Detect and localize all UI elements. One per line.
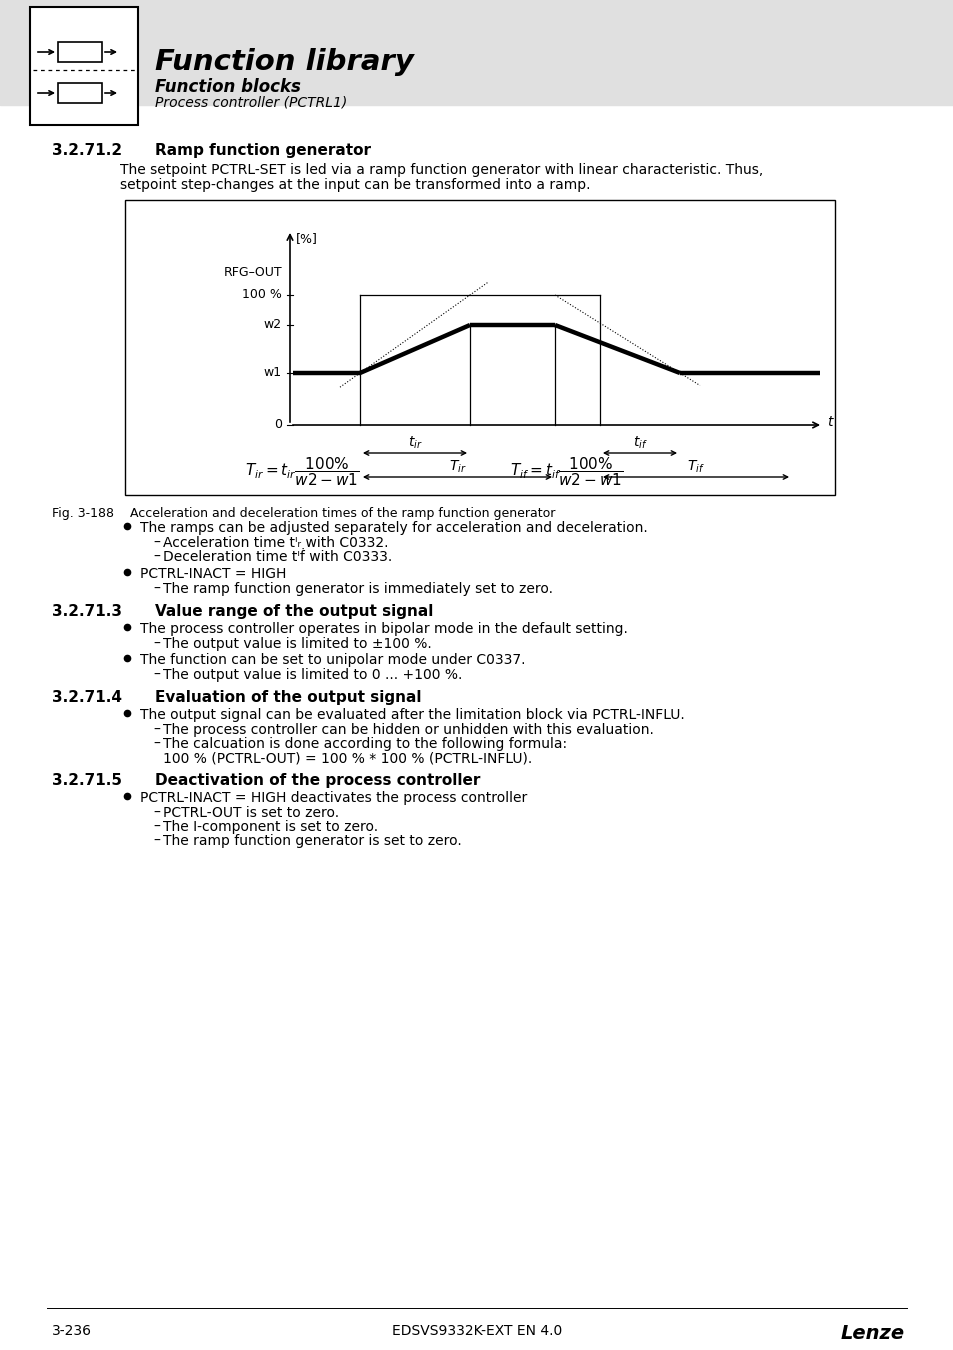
Text: 0: 0: [274, 418, 282, 432]
Text: w2: w2: [264, 319, 282, 332]
Text: w1: w1: [264, 366, 282, 379]
Text: Acceleration and deceleration times of the ramp function generator: Acceleration and deceleration times of t…: [130, 508, 555, 520]
Text: The setpoint PCTRL-SET is led via a ramp function generator with linear characte: The setpoint PCTRL-SET is led via a ramp…: [120, 163, 762, 177]
Text: Acceleration time tᴵᵣ with C0332.: Acceleration time tᴵᵣ with C0332.: [163, 536, 388, 549]
Text: The ramp function generator is set to zero.: The ramp function generator is set to ze…: [163, 834, 461, 848]
Text: 3.2.71.2: 3.2.71.2: [52, 143, 122, 158]
Text: 3.2.71.5: 3.2.71.5: [52, 774, 122, 788]
Text: The output signal can be evaluated after the limitation block via PCTRL-INFLU.: The output signal can be evaluated after…: [140, 707, 684, 722]
Text: The calcuation is done according to the following formula:: The calcuation is done according to the …: [163, 737, 566, 751]
Text: The I-component is set to zero.: The I-component is set to zero.: [163, 819, 377, 834]
Text: 100 %: 100 %: [242, 289, 282, 301]
Text: –: –: [152, 819, 160, 834]
Text: Value range of the output signal: Value range of the output signal: [154, 603, 433, 620]
Text: –: –: [152, 834, 160, 848]
Bar: [125, 200, 834, 495]
Text: Function blocks: Function blocks: [154, 78, 300, 96]
Text: The ramp function generator is immediately set to zero.: The ramp function generator is immediate…: [163, 582, 553, 595]
Bar: [0, 0, 953, 105]
Text: The ramps can be adjusted separately for acceleration and deceleration.: The ramps can be adjusted separately for…: [140, 521, 647, 535]
Text: Deceleration time tᴵḟ with C0333.: Deceleration time tᴵḟ with C0333.: [163, 549, 392, 564]
Text: The output value is limited to 0 ... +100 %.: The output value is limited to 0 ... +10…: [163, 668, 462, 682]
Text: $T_{ir} = t_{ir}\dfrac{100\%}{w2 - w1}$: $T_{ir} = t_{ir}\dfrac{100\%}{w2 - w1}$: [245, 455, 359, 487]
Text: $T_{if}$: $T_{if}$: [686, 459, 704, 475]
Bar: [58, 82, 102, 103]
Text: The output value is limited to ±100 %.: The output value is limited to ±100 %.: [163, 637, 432, 651]
Text: 100 % (PCTRL-OUT) = 100 % * 100 % (PCTRL-INFLU).: 100 % (PCTRL-OUT) = 100 % * 100 % (PCTRL…: [163, 751, 532, 765]
Text: –: –: [152, 536, 160, 549]
Text: t: t: [826, 414, 832, 429]
Text: $T_{if} = t_{if}\dfrac{100\%}{w2 - w1}$: $T_{if} = t_{if}\dfrac{100\%}{w2 - w1}$: [510, 455, 622, 487]
Text: The function can be set to unipolar mode under C0337.: The function can be set to unipolar mode…: [140, 653, 525, 667]
Bar: [30, 7, 138, 126]
Text: Ramp function generator: Ramp function generator: [154, 143, 371, 158]
Text: Process controller (PCTRL1): Process controller (PCTRL1): [154, 96, 347, 109]
Text: –: –: [152, 637, 160, 651]
Text: –: –: [152, 806, 160, 819]
Text: PCTRL-INACT = HIGH: PCTRL-INACT = HIGH: [140, 567, 286, 580]
Text: –: –: [152, 724, 160, 737]
Text: –: –: [152, 582, 160, 595]
Text: RFG–OUT: RFG–OUT: [223, 266, 282, 279]
Text: 3.2.71.4: 3.2.71.4: [52, 690, 122, 705]
Text: PCTRL-OUT is set to zero.: PCTRL-OUT is set to zero.: [163, 806, 338, 819]
Text: The process controller can be hidden or unhidden with this evaluation.: The process controller can be hidden or …: [163, 724, 653, 737]
Text: $t_{ir}$: $t_{ir}$: [407, 435, 422, 451]
Text: $T_{ir}$: $T_{ir}$: [448, 459, 466, 475]
Text: The process controller operates in bipolar mode in the default setting.: The process controller operates in bipol…: [140, 622, 627, 636]
Text: PCTRL-INACT = HIGH deactivates the process controller: PCTRL-INACT = HIGH deactivates the proce…: [140, 791, 527, 805]
Text: Evaluation of the output signal: Evaluation of the output signal: [154, 690, 421, 705]
Text: EDSVS9332K-EXT EN 4.0: EDSVS9332K-EXT EN 4.0: [392, 1324, 561, 1338]
Text: –: –: [152, 668, 160, 682]
Bar: [58, 42, 102, 62]
Text: 3.2.71.3: 3.2.71.3: [52, 603, 122, 620]
Text: Function library: Function library: [154, 49, 414, 76]
Text: $t_{if}$: $t_{if}$: [632, 435, 647, 451]
Text: Fig. 3-188: Fig. 3-188: [52, 508, 113, 520]
Text: –: –: [152, 549, 160, 564]
Text: setpoint step-changes at the input can be transformed into a ramp.: setpoint step-changes at the input can b…: [120, 178, 590, 192]
Text: [%]: [%]: [295, 232, 317, 244]
Text: –: –: [152, 737, 160, 751]
Text: Deactivation of the process controller: Deactivation of the process controller: [154, 774, 480, 788]
Text: Lenze: Lenze: [840, 1324, 904, 1343]
Text: 3-236: 3-236: [52, 1324, 91, 1338]
